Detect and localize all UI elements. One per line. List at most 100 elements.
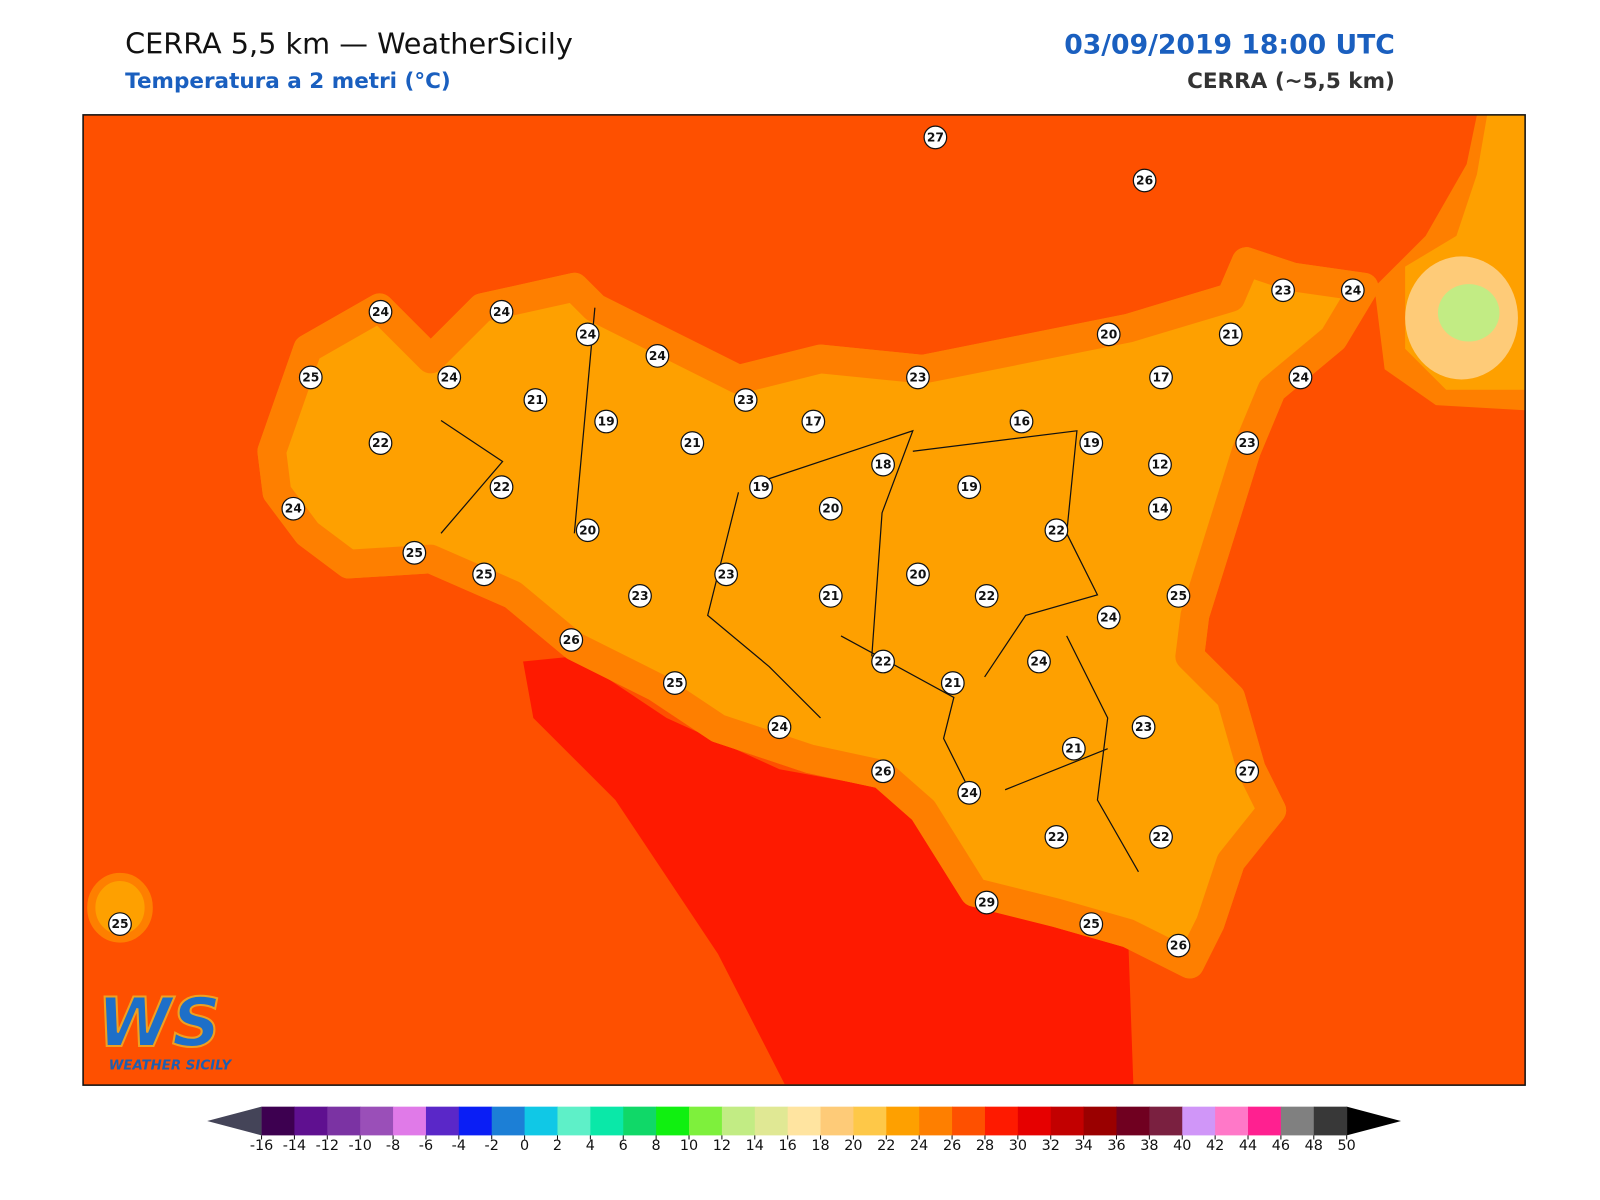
province-borders [440,307,1139,873]
station-marker [1027,649,1051,674]
station-marker [489,475,514,500]
colorbar-segment [294,1106,328,1136]
station-marker [1340,278,1365,303]
colorbar-segment [754,1106,789,1136]
station-marker [1079,912,1104,936]
station-marker [1044,518,1069,543]
station-marker [1148,452,1172,477]
station-marker [871,759,895,784]
colorbar-tick-label: 36 [1107,1138,1125,1154]
colorbar-tick-label: -16 [250,1138,273,1154]
colorbar-tick-label: 20 [844,1138,862,1154]
colorbar-tick-label: 12 [713,1138,731,1154]
colorbar-segment [919,1106,953,1136]
colorbar-tick-label: -10 [348,1138,371,1154]
station-value: 24 [1292,370,1309,384]
station-value: 19 [1083,436,1100,450]
colorbar-segment [557,1106,591,1136]
station-value: 22 [493,480,510,494]
colorbar-tick-label: 18 [811,1138,829,1154]
station-value: 23 [737,393,754,407]
station-marker [957,780,982,805]
station-value: 23 [1275,283,1292,297]
station-value: 24 [579,327,596,341]
station-value: 12 [1151,458,1168,472]
colorbar-tick-label: 34 [1074,1138,1092,1154]
pantelleria [87,872,153,943]
station-marker [298,365,323,390]
station-labels: 27 26 24 24 24 24 25 24 21 19 21 23 17 23 20 21 23 24 17 24… [108,125,1365,958]
station-value: 29 [978,896,995,910]
station-marker [940,671,965,695]
station-value: 23 [909,370,926,384]
station-value: 24 [649,349,666,363]
colorbar-segment [1215,1106,1249,1136]
station-value: 20 [1100,327,1117,341]
station-marker [281,496,306,521]
colorbar-over [1346,1106,1402,1136]
datetime: 03/09/2019 18:00 UTC [1064,29,1395,60]
station-value: 20 [579,523,596,537]
colorbar-segment [984,1106,1019,1136]
warm-sea [523,656,1134,1085]
station-marker [368,431,393,455]
colorbar: -16 -14 -12 -10 -8 -6 -4 -2 0 2 4 6 8 10 12 14 16 18 20 22 2… [207,1106,1402,1154]
station-value: 25 [476,567,493,581]
station-marker [974,890,999,915]
colorbar-tick-label: 4 [586,1138,595,1154]
colorbar-tick-label: 48 [1305,1138,1323,1154]
station-value: 21 [944,676,961,690]
colorbar-segment [853,1106,887,1136]
station-marker [1131,715,1156,740]
station-value: 21 [822,589,839,603]
station-marker [1009,409,1034,434]
station-marker [1132,168,1157,193]
station-marker [1271,278,1295,303]
station-marker [957,475,982,500]
station-marker [645,343,670,368]
station-marker [1166,583,1191,608]
colorbar-segment [393,1106,427,1136]
station-marker [871,649,895,674]
station-marker [628,583,652,608]
station-marker [923,125,948,150]
colorbar-tick-label: 46 [1272,1138,1290,1154]
colorbar-segment [491,1106,526,1136]
colorbar-segment [425,1106,460,1136]
logo-text: WEATHER SICILY [109,1059,233,1074]
colorbar-tick-label: -12 [316,1138,339,1154]
colorbar-segment [360,1106,394,1136]
colorbar-tick-label: 10 [680,1138,698,1154]
colorbar-segment [1116,1106,1150,1136]
station-marker [801,409,826,434]
model-label: CERRA (~5,5 km) [1187,69,1395,94]
station-marker [437,365,462,390]
colorbar-segment [787,1106,822,1136]
station-marker [906,562,930,587]
colorbar-segment [1017,1106,1052,1136]
colorbar-tick-label: -2 [485,1138,499,1154]
station-value: 21 [1065,742,1082,756]
colorbar-tick-label: 28 [976,1138,994,1154]
station-value: 23 [1239,436,1256,450]
colorbar-tick-label: 42 [1206,1138,1224,1154]
colorbar-tick-label: 38 [1140,1138,1158,1154]
colorbar-tick-label: 32 [1042,1138,1060,1154]
station-marker [974,583,999,608]
station-value: 21 [527,393,544,407]
station-marker [733,388,758,412]
colorbar-segment [261,1106,295,1136]
station-value: 25 [406,546,423,560]
colorbar-segment [1182,1106,1216,1136]
colorbar-segment [721,1106,756,1136]
station-value: 19 [598,415,615,429]
station-value: 21 [684,436,701,450]
station-value: 20 [909,567,926,581]
station-marker [818,583,843,608]
map-area: WS WEATHER SICILY [82,114,1526,1086]
station-marker [1096,322,1121,347]
colorbar-segment [590,1106,624,1136]
station-marker [1096,605,1121,630]
colorbar-segment [886,1106,920,1136]
station-marker [680,431,705,455]
